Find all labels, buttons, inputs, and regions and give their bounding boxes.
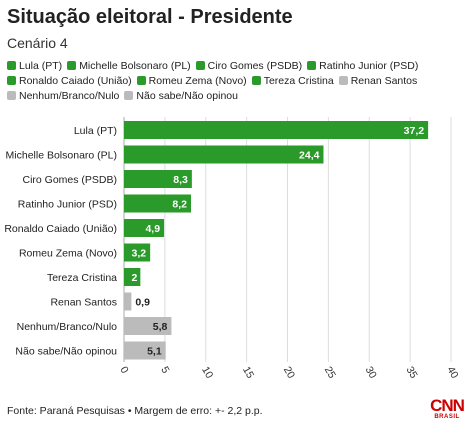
legend-swatch (338, 76, 348, 85)
bar (124, 317, 172, 335)
legend-label: Romeu Zema (Novo) (148, 75, 247, 87)
legend-swatch (7, 76, 16, 85)
category-label: Ronaldo Caiado (União) (4, 223, 117, 235)
x-tick-label: 30 (363, 365, 379, 381)
category-label: Lula (PT) (74, 125, 117, 137)
bar-chart: 0 5 10 15 20 25 30 35 40 Lula (PT) 37,2 Michelle Bo… (4, 117, 461, 381)
legend-item: Ciro Gomes (PSDB) (195, 59, 303, 74)
bar (124, 341, 166, 360)
bar (124, 194, 192, 213)
chart-subtitle: Cenário 4 (7, 35, 68, 51)
bar (124, 243, 151, 262)
category-label: Ciro Gomes (PSDB) (22, 174, 117, 186)
x-tick-label: 15 (240, 365, 256, 381)
x-tick-label: 25 (322, 365, 338, 381)
x-tick-label: 5 (158, 365, 171, 376)
bar (124, 268, 141, 286)
legend-label: Michelle Bolsonaro (PL) (79, 60, 191, 72)
bar (124, 292, 132, 311)
category-label: Não sabe/Não opinou (15, 346, 117, 358)
legend-swatch (307, 61, 317, 70)
value-label: 8,3 (173, 174, 188, 186)
value-label: 8,2 (172, 199, 187, 211)
category-label: Tereza Cristina (47, 272, 117, 284)
legend-label: Tereza Cristina (263, 75, 334, 87)
bar (124, 145, 324, 164)
legend-swatch (124, 91, 134, 100)
category-label: Nenhum/Branco/Nulo (17, 321, 118, 333)
legend-label: Renan Santos (350, 75, 418, 87)
bar (124, 121, 429, 139)
legend-label: Não sabe/Não opinou (136, 90, 238, 102)
legend-item: Tereza Cristina (251, 74, 334, 89)
bar (124, 170, 192, 188)
category-label: Renan Santos (50, 297, 117, 309)
x-tick-label: 20 (281, 365, 297, 381)
x-tick-label: 0 (117, 365, 130, 376)
legend-swatch (251, 76, 261, 85)
category-label: Michelle Bolsonaro (PL) (6, 150, 117, 162)
legend-label: Nenhum/Branco/Nulo (19, 90, 120, 102)
logo-main-text: CNN (430, 396, 465, 415)
bar (124, 219, 165, 237)
chart-title: Situação eleitoral - Presidente (7, 6, 293, 28)
value-label: 5,1 (147, 346, 162, 358)
value-label: 4,9 (145, 223, 160, 235)
value-label: 2 (132, 272, 138, 284)
legend-item: Michelle Bolsonaro (PL) (67, 59, 191, 74)
logo-sub-text: BRASIL (434, 414, 460, 420)
value-label: 5,8 (153, 321, 168, 333)
legend-item: Ratinho Junior (PSD) (307, 59, 418, 74)
x-tick-label: 35 (404, 365, 420, 381)
legend: Lula (PT) Michelle Bolsonaro (PL) Ciro Gom… (7, 59, 462, 104)
cnn-brasil-logo: CNN BRASIL (430, 396, 465, 421)
legend-swatch (7, 91, 16, 100)
value-label: 37,2 (404, 125, 425, 137)
value-label: 0,9 (135, 297, 150, 309)
source-note: Fonte: Paraná Pesquisas • Margem de erro… (7, 405, 263, 417)
legend-label: Ratinho Junior (PSD) (319, 60, 419, 72)
legend-item: Lula (PT) (7, 59, 62, 74)
legend-swatch (195, 61, 205, 70)
legend-label: Lula (PT) (19, 60, 63, 72)
legend-item: Não sabe/Não opinou (124, 89, 238, 104)
legend-swatch (136, 76, 146, 85)
legend-label: Ciro Gomes (PSDB) (207, 60, 303, 72)
legend-item: Renan Santos (338, 74, 418, 89)
category-label: Romeu Zema (Novo) (19, 248, 117, 260)
legend-item: Ronaldo Caiado (União) (7, 74, 132, 89)
legend-swatch (67, 61, 77, 70)
value-label: 24,4 (299, 150, 320, 162)
legend-item: Romeu Zema (Novo) (136, 74, 247, 89)
x-tick-label: 10 (199, 365, 215, 381)
category-label: Ratinho Junior (PSD) (18, 199, 117, 211)
legend-label: Ronaldo Caiado (União) (19, 75, 132, 87)
value-label: 3,2 (132, 248, 147, 260)
x-tick-label: 40 (444, 365, 460, 381)
legend-item: Nenhum/Branco/Nulo (7, 89, 119, 104)
legend-swatch (7, 61, 16, 70)
